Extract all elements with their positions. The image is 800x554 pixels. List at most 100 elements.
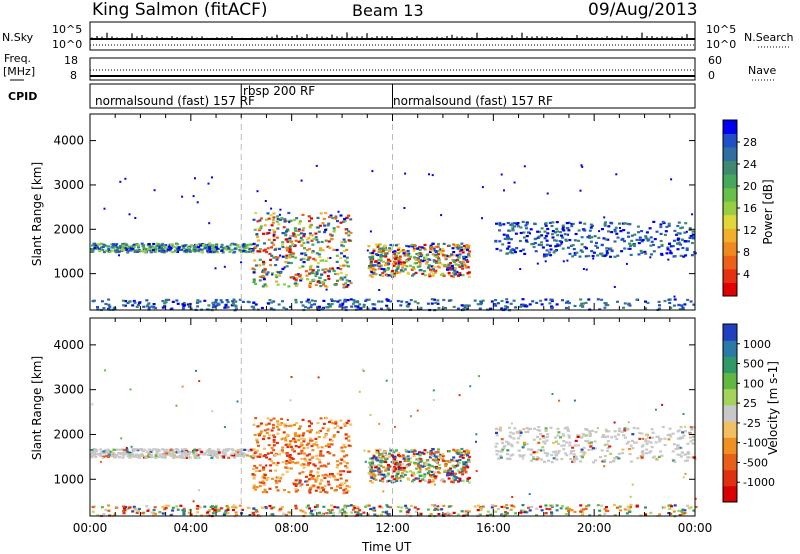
vel-scatter-pixel <box>318 487 322 490</box>
power-scatter-pixel <box>334 272 338 276</box>
power-scatter-pixel <box>609 255 612 258</box>
vel-scatter-pixel <box>304 459 308 462</box>
vel-scatter-pixel <box>308 425 311 428</box>
power-scatter-pixel <box>348 280 352 283</box>
power-scatter-pixel <box>169 247 173 250</box>
vel-scatter-pixel <box>427 466 431 470</box>
power-scatter-pixel <box>377 300 381 303</box>
vel-scatter-pixel <box>329 511 333 514</box>
power-scatter-pixel <box>450 253 453 256</box>
power-scatter-pixel <box>212 251 216 254</box>
power-scatter-pixel <box>606 304 610 307</box>
power-scatter-pixel <box>548 221 552 224</box>
power-scatter-pixel <box>327 277 331 280</box>
colorbar-tick-label: -1000 <box>743 476 775 489</box>
power-scatter-pixel <box>214 300 218 303</box>
vel-scatter-pixel <box>267 422 271 425</box>
vel-scatter-pixel <box>130 445 133 448</box>
vel-scatter-pixel <box>415 458 419 461</box>
power-scatter-pixel <box>137 302 141 305</box>
power-scatter-pixel <box>142 246 146 249</box>
vel-scatter-pixel <box>603 454 607 458</box>
vel-scatter-pixel <box>345 485 349 488</box>
vel-scatter-pixel <box>287 424 291 428</box>
vel-scatter-pixel <box>393 458 397 461</box>
vel-scatter-pixel <box>147 455 151 458</box>
power-scatter-pixel <box>252 242 256 246</box>
vel-scatter-pixel <box>388 455 392 458</box>
power-scatter-pixel <box>542 255 546 258</box>
vel-scatter-pixel <box>327 483 331 486</box>
power-scatter-pixel <box>661 220 665 223</box>
power-scatter-pixel <box>356 305 360 308</box>
vel-scatter-pixel <box>275 425 279 428</box>
vel-scatter-pixel <box>289 445 293 448</box>
vel-scatter-pixel <box>347 435 351 438</box>
vel-scatter-pixel <box>161 453 165 456</box>
vel-scatter-pixel <box>523 443 526 446</box>
vel-scatter-pixel <box>309 470 313 473</box>
power-scatter-pixel <box>386 307 390 310</box>
vel-scatter-pixel <box>335 460 339 463</box>
vel-scatter-pixel <box>532 456 535 459</box>
power-scatter-pixel <box>258 250 262 253</box>
vel-scatter-pixel <box>281 461 285 464</box>
power-scatter-pixel <box>683 240 687 243</box>
vel-scatter-pixel <box>651 431 655 434</box>
power-scatter-pixel <box>342 306 346 309</box>
power-scatter-pixel <box>457 256 461 259</box>
vel-scatter-pixel <box>603 465 606 468</box>
power-scatter-pixel <box>441 252 445 255</box>
power-scatter-pixel <box>280 217 284 220</box>
power-scatter-pixel <box>464 247 468 250</box>
vel-scatter-pixel <box>263 473 267 477</box>
power-scatter-pixel <box>645 231 649 234</box>
power-scatter-pixel <box>544 235 548 238</box>
power-scatter-pixel <box>224 246 228 249</box>
vel-scatter-pixel <box>161 505 165 509</box>
vel-scatter-pixel <box>430 451 434 454</box>
power-scatter-pixel <box>659 232 663 235</box>
vel-scatter-pixel <box>452 511 456 514</box>
power-scatter-pixel <box>481 299 485 302</box>
power-scatter-pixel <box>519 249 523 253</box>
power-scatter-pixel <box>126 249 130 253</box>
vel-scatter-pixel <box>404 458 408 461</box>
vel-scatter-pixel <box>600 449 604 452</box>
power-scatter-pixel <box>296 273 300 276</box>
power-scatter-pixel <box>208 246 211 249</box>
power-scatter-pixel <box>393 260 397 263</box>
vel-scatter-pixel <box>545 435 549 438</box>
vel-scatter-pixel <box>199 452 203 455</box>
power-scatter-pixel <box>414 271 418 274</box>
vel-scatter-pixel <box>607 430 611 433</box>
power-scatter-pixel <box>562 229 566 232</box>
power-scatter-pixel <box>324 211 328 215</box>
power-scatter-pixel <box>665 225 669 228</box>
power-scatter-pixel <box>196 201 199 204</box>
vel-scatter-pixel <box>509 431 513 434</box>
power-scatter-pixel <box>289 234 293 238</box>
vel-scatter-pixel <box>404 504 408 507</box>
vel-scatter-pixel <box>401 475 405 478</box>
vel-scatter-pixel <box>308 507 311 510</box>
power-scatter-pixel <box>394 244 398 247</box>
vel-scatter-pixel <box>378 422 381 425</box>
power-scatter-pixel <box>420 246 424 249</box>
vel-scatter-pixel <box>561 505 564 508</box>
vel-scatter-pixel <box>299 444 303 447</box>
vel-scatter-pixel <box>374 478 378 481</box>
power-scatter-pixel <box>106 245 110 248</box>
vel-scatter-pixel <box>450 470 454 473</box>
power-scatter-pixel <box>288 248 292 251</box>
power-scatter-pixel <box>102 251 106 254</box>
vel-scatter-pixel <box>412 473 416 476</box>
power-scatter-pixel <box>274 264 278 267</box>
power-scatter-pixel <box>606 238 610 241</box>
vel-scatter-pixel <box>238 451 242 454</box>
vel-scatter-pixel <box>110 455 114 458</box>
power-scatter-pixel <box>234 305 238 308</box>
vel-scatter-pixel <box>428 464 432 467</box>
power-scatter-pixel <box>345 256 349 259</box>
power-scatter-pixel <box>546 192 549 195</box>
